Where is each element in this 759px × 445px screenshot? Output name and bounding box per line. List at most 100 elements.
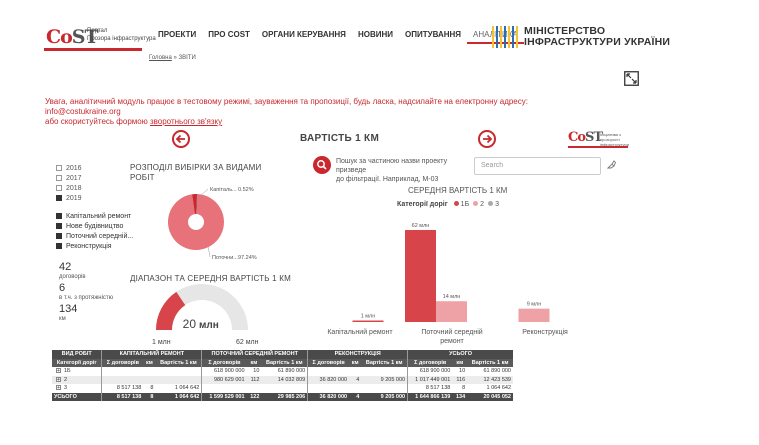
year-option-label: 2016 bbox=[66, 165, 82, 172]
table-cell: УСЬОГО bbox=[52, 392, 102, 401]
ministry-logo[interactable]: МІНІСТЕРСТВО ІНФРАСТРУКТУРИ УКРАЇНИ bbox=[492, 26, 670, 48]
table-column-header: км bbox=[452, 358, 468, 367]
work-type-pie-chart: Капіталь... 0.52% Поточни... 97.24% bbox=[168, 187, 257, 261]
table-cell: 618 900 000 bbox=[407, 367, 453, 376]
table-group-header: УСЬОГО bbox=[407, 350, 513, 359]
checkbox[interactable] bbox=[56, 185, 62, 191]
table-total-row: УСЬОГО 8 517 138 8 1 064 642 1 599 529 001 12… bbox=[52, 392, 513, 401]
checkbox[interactable] bbox=[56, 195, 62, 201]
table-cell: 8 bbox=[452, 384, 468, 393]
table-cell: 8 517 138 bbox=[101, 392, 144, 401]
pie-title: РОЗПОДІЛ ВИБІРКИ ЗА ВИДАМИ РОБІТ bbox=[130, 163, 262, 182]
checkbox[interactable] bbox=[56, 243, 62, 249]
legend-dot bbox=[453, 201, 459, 206]
table-cell: 1 017 449 001 bbox=[407, 375, 453, 384]
legend-item[interactable]: 2 bbox=[473, 201, 484, 208]
bar[interactable] bbox=[518, 308, 550, 322]
cost-logo[interactable]: CoST bbox=[46, 26, 99, 48]
work-type-filter: Капітальний ремонт Нове будівництво Поточн… bbox=[56, 212, 133, 252]
work-type-option-1[interactable]: Нове будівництво bbox=[56, 222, 133, 232]
expand-row-icon[interactable]: + bbox=[56, 376, 61, 383]
work-type-option-2[interactable]: Поточний середній... bbox=[56, 232, 133, 242]
checkbox[interactable] bbox=[56, 213, 62, 219]
gauge-unit: млн bbox=[199, 320, 219, 331]
expand-row-icon[interactable]: + bbox=[56, 385, 61, 391]
contracts-count: 42 bbox=[59, 261, 72, 273]
table-cell: 112 bbox=[246, 375, 262, 384]
table-cell: 4 bbox=[349, 375, 362, 384]
nav-about-cost[interactable]: ПРО COST bbox=[208, 30, 250, 39]
legend-item[interactable]: 1Б bbox=[453, 201, 469, 208]
table-cell bbox=[155, 375, 202, 384]
table-cell: 116 bbox=[452, 375, 468, 384]
checkbox[interactable] bbox=[56, 223, 62, 229]
table-cell bbox=[101, 375, 144, 384]
search-icon[interactable] bbox=[313, 156, 331, 174]
table-cell bbox=[349, 367, 362, 376]
pie-pct-label: 97.24% bbox=[238, 255, 257, 261]
search-input[interactable]: Search bbox=[474, 157, 601, 175]
year-option-2[interactable]: 2018 bbox=[56, 184, 82, 194]
work-type-option-label: Реконструкція bbox=[66, 243, 112, 250]
legend-label: 3 bbox=[495, 201, 499, 208]
summary-table: ВИД РОБІТ КАПІТАЛЬНИЙ РЕМОНТ ПОТОЧНИЙ СЕРЕ… bbox=[52, 350, 513, 401]
table-cell: +1Б bbox=[52, 367, 102, 376]
table-group-header: ПОТОЧНИЙ СЕРЕДНІЙ РЕМОНТ bbox=[201, 350, 308, 359]
logo-subtitle: Портал Прозора інфраструктура bbox=[87, 28, 156, 42]
total-km: 134 bbox=[59, 303, 78, 315]
year-option-1[interactable]: 2017 bbox=[56, 174, 82, 184]
table-cell: 10 bbox=[246, 367, 262, 376]
cost-logo-small: CoST bbox=[568, 130, 603, 145]
cost-logo-small-subtitle: Ініціатива з прозорості інфраструктури bbox=[600, 132, 629, 147]
checkbox[interactable] bbox=[56, 233, 62, 239]
gauge-value: 20 bbox=[183, 317, 197, 331]
table-column-header: Вартість 1 км bbox=[261, 358, 308, 367]
ministry-name-line2: ІНФРАСТРУКТУРИ УКРАЇНИ bbox=[524, 36, 671, 48]
table-column-header: Категорії доріг bbox=[52, 358, 102, 367]
fullscreen-icon[interactable] bbox=[624, 71, 639, 91]
bar[interactable] bbox=[405, 230, 436, 322]
work-type-option-label: Нове будівництво bbox=[66, 223, 124, 230]
table-cell bbox=[155, 367, 202, 376]
bar[interactable] bbox=[352, 320, 384, 322]
report-title: ВАРТІСТЬ 1 КМ bbox=[300, 133, 380, 144]
table-column-header: Σ договорів bbox=[101, 358, 144, 367]
legend-item[interactable]: 3 bbox=[488, 201, 499, 208]
prev-report-button[interactable] bbox=[172, 130, 190, 148]
nav-surveys[interactable]: ОПИТУВАННЯ bbox=[405, 30, 462, 39]
pie-pct-label: 0.52% bbox=[238, 187, 254, 193]
pie-hole bbox=[188, 214, 204, 230]
work-type-option-0[interactable]: Капітальний ремонт bbox=[56, 212, 133, 222]
main-nav: ПРОЕКТИ ПРО COST ОРГАНИ КЕРУВАННЯ НОВИНИ… bbox=[152, 30, 524, 44]
table-cell bbox=[349, 384, 362, 393]
checkbox[interactable] bbox=[56, 165, 62, 171]
bar[interactable] bbox=[436, 301, 467, 322]
arrow-right-icon bbox=[483, 134, 493, 144]
table-cell: 29 985 206 bbox=[261, 392, 308, 401]
next-report-button[interactable] bbox=[478, 130, 496, 148]
nav-analytics[interactable]: АНАЛІТИКА bbox=[467, 30, 524, 44]
table-cell: 1 644 866 139 bbox=[407, 392, 453, 401]
table-column-header: км bbox=[246, 358, 262, 367]
breadcrumb-current: ЗВІТИ bbox=[178, 55, 196, 61]
legend-label: 2 bbox=[480, 201, 485, 208]
table-cell: 1 064 642 bbox=[155, 392, 202, 401]
work-type-option-3[interactable]: Реконструкція bbox=[56, 242, 133, 252]
eraser-icon[interactable] bbox=[606, 160, 617, 171]
bar-chart-legend: Категорії доріг 1Б 2 3 bbox=[397, 201, 499, 208]
table-cell bbox=[307, 384, 350, 393]
nav-projects[interactable]: ПРОЕКТИ bbox=[158, 30, 197, 39]
checkbox[interactable] bbox=[56, 175, 62, 181]
bar-value-label: 14 млн bbox=[443, 294, 461, 300]
table-cell: +3 bbox=[52, 384, 102, 393]
expand-row-icon[interactable]: + bbox=[56, 368, 61, 374]
year-option-0[interactable]: 2016 bbox=[56, 164, 82, 174]
contracts-with-length: 6 bbox=[59, 282, 66, 294]
feedback-link[interactable]: зворотнього зв'язку bbox=[149, 117, 223, 126]
breadcrumb-home[interactable]: Головна bbox=[149, 55, 172, 61]
nav-governance[interactable]: ОРГАНИ КЕРУВАННЯ bbox=[261, 30, 346, 39]
table-cell: 20 045 052 bbox=[467, 392, 513, 401]
ministry-name-line1: МІНІСТЕРСТВО bbox=[524, 25, 606, 37]
year-option-3[interactable]: 2019 bbox=[56, 194, 82, 204]
nav-news[interactable]: НОВИНИ bbox=[357, 30, 393, 39]
